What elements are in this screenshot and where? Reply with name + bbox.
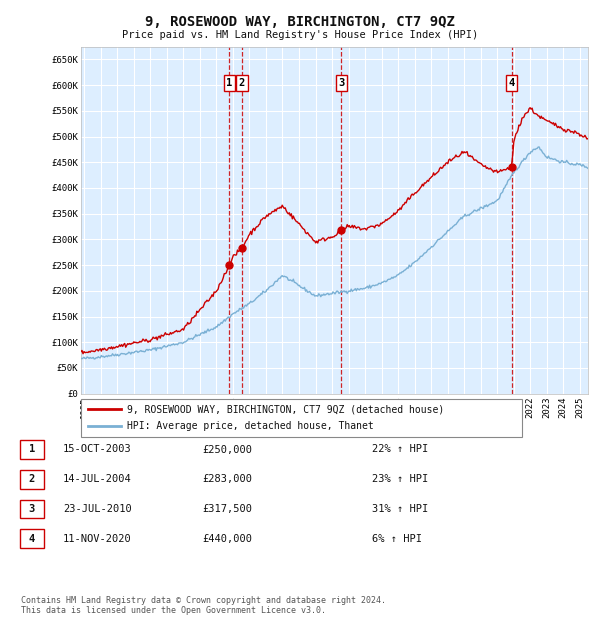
Text: £440,000: £440,000 (202, 534, 252, 544)
Text: 9, ROSEWOOD WAY, BIRCHINGTON, CT7 9QZ: 9, ROSEWOOD WAY, BIRCHINGTON, CT7 9QZ (145, 16, 455, 30)
Text: 3: 3 (338, 78, 344, 88)
Text: Price paid vs. HM Land Registry's House Price Index (HPI): Price paid vs. HM Land Registry's House … (122, 30, 478, 40)
Text: 4: 4 (29, 534, 35, 544)
Text: HPI: Average price, detached house, Thanet: HPI: Average price, detached house, Than… (127, 422, 374, 432)
Text: £250,000: £250,000 (202, 445, 252, 454)
Text: 3: 3 (29, 504, 35, 514)
Text: 15-OCT-2003: 15-OCT-2003 (63, 445, 132, 454)
Text: 23% ↑ HPI: 23% ↑ HPI (372, 474, 428, 484)
Text: 6% ↑ HPI: 6% ↑ HPI (372, 534, 422, 544)
Text: 2: 2 (239, 78, 245, 88)
Text: 1: 1 (226, 78, 233, 88)
Text: 9, ROSEWOOD WAY, BIRCHINGTON, CT7 9QZ (detached house): 9, ROSEWOOD WAY, BIRCHINGTON, CT7 9QZ (d… (127, 404, 445, 414)
Text: 23-JUL-2010: 23-JUL-2010 (63, 504, 132, 514)
Text: 31% ↑ HPI: 31% ↑ HPI (372, 504, 428, 514)
Text: Contains HM Land Registry data © Crown copyright and database right 2024.
This d: Contains HM Land Registry data © Crown c… (21, 596, 386, 615)
Text: 1: 1 (29, 445, 35, 454)
Text: 22% ↑ HPI: 22% ↑ HPI (372, 445, 428, 454)
Text: 11-NOV-2020: 11-NOV-2020 (63, 534, 132, 544)
Text: 14-JUL-2004: 14-JUL-2004 (63, 474, 132, 484)
Text: £283,000: £283,000 (202, 474, 252, 484)
Text: 4: 4 (508, 78, 515, 88)
Text: £317,500: £317,500 (202, 504, 252, 514)
Text: 2: 2 (29, 474, 35, 484)
